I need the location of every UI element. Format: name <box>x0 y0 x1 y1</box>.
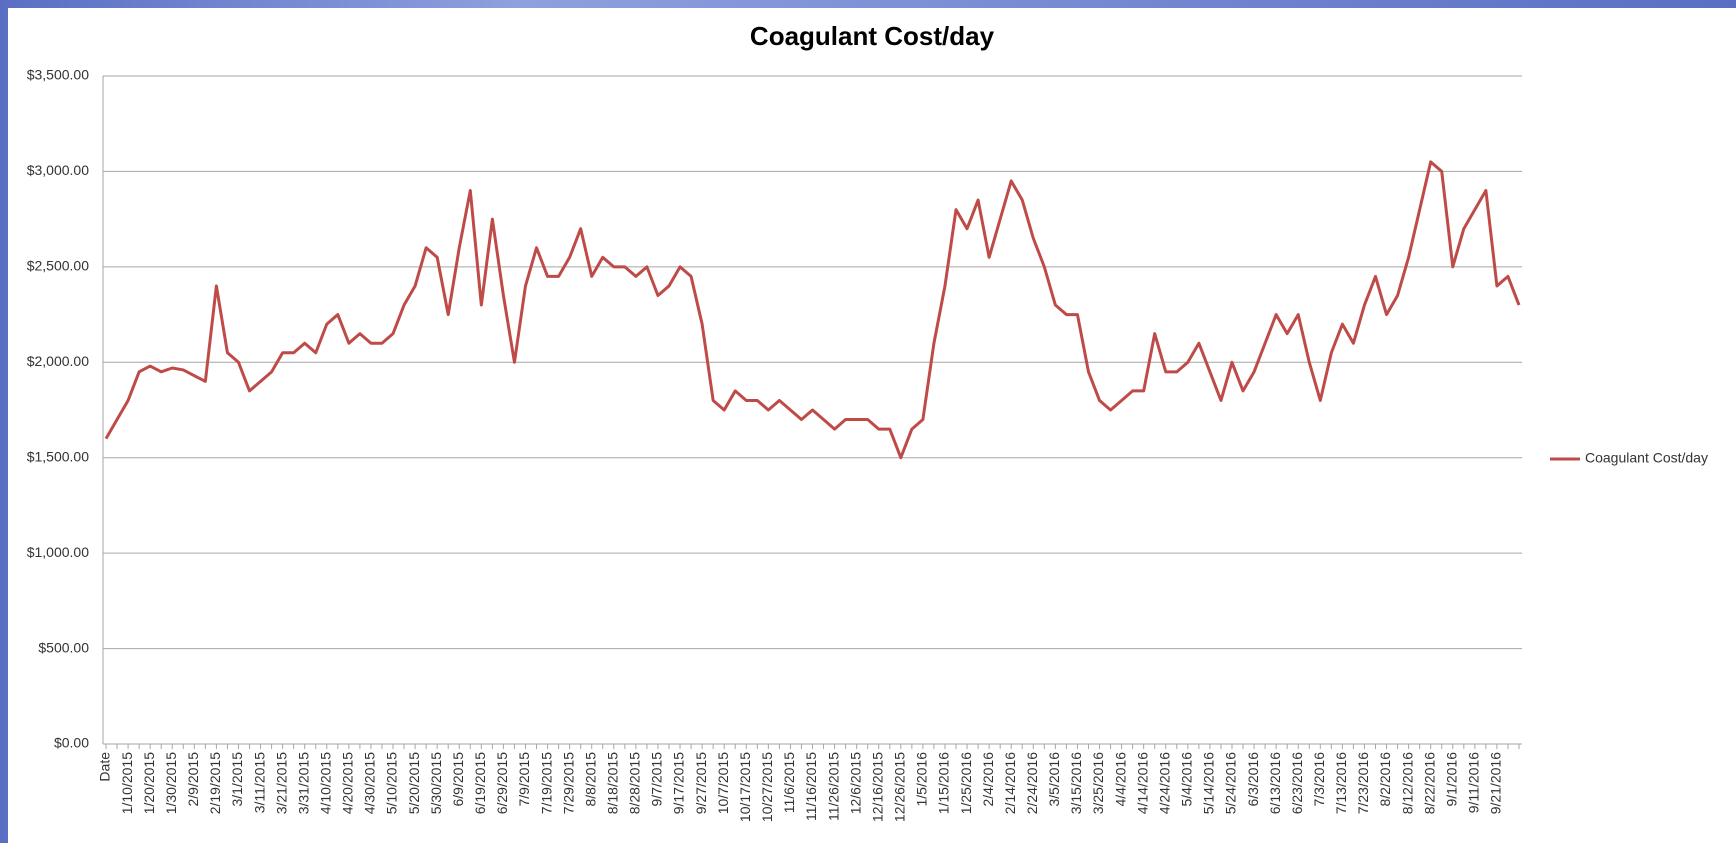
x-tick-label: 1/20/2015 <box>141 752 157 814</box>
x-tick-label: 8/8/2015 <box>582 752 598 807</box>
x-tick-label: 2/14/2016 <box>1002 752 1018 814</box>
x-tick-label: 6/19/2015 <box>472 752 488 814</box>
x-tick-label: 7/9/2015 <box>516 752 532 807</box>
x-tick-label: Date <box>97 752 113 782</box>
x-tick-label: 2/9/2015 <box>185 752 201 807</box>
x-tick-label: 7/3/2016 <box>1311 752 1327 807</box>
x-tick-label: 3/1/2015 <box>229 752 245 807</box>
x-tick-label: 12/6/2015 <box>847 752 863 814</box>
x-tick-label: 7/13/2016 <box>1333 752 1349 814</box>
x-tick-label: 5/30/2015 <box>428 752 444 814</box>
x-tick-label: 7/29/2015 <box>560 752 576 814</box>
y-tick-label: $3,000.00 <box>27 162 89 178</box>
x-tick-label: 9/11/2016 <box>1466 752 1482 813</box>
x-tick-label: 5/24/2016 <box>1223 752 1239 814</box>
y-tick-label: $2,000.00 <box>27 353 89 369</box>
x-tick-label: 8/2/2016 <box>1377 752 1393 807</box>
x-tick-label: 3/21/2015 <box>273 752 289 814</box>
x-tick-label: 9/21/2016 <box>1488 752 1504 814</box>
x-tick-label: 10/27/2015 <box>759 752 775 822</box>
x-tick-label: 4/14/2016 <box>1134 752 1150 814</box>
x-tick-label: 9/27/2015 <box>693 752 709 814</box>
x-tick-label: 10/17/2015 <box>737 752 753 822</box>
x-tick-label: 5/14/2016 <box>1201 752 1217 814</box>
x-tick-label: 1/30/2015 <box>163 752 179 814</box>
x-tick-label: 11/26/2015 <box>825 752 841 821</box>
x-tick-label: 11/16/2015 <box>803 752 819 821</box>
x-tick-label: 4/10/2015 <box>317 752 333 814</box>
x-tick-label: 4/24/2016 <box>1156 752 1172 814</box>
x-tick-label: 3/25/2016 <box>1090 752 1106 814</box>
x-tick-label: 7/23/2016 <box>1355 752 1371 814</box>
x-tick-label: 1/25/2016 <box>958 752 974 814</box>
x-tick-label: 9/17/2015 <box>671 752 687 814</box>
x-tick-label: 3/11/2015 <box>251 752 267 813</box>
x-tick-label: 2/24/2016 <box>1024 752 1040 814</box>
x-tick-label: 3/5/2016 <box>1046 752 1062 807</box>
x-tick-label: 5/4/2016 <box>1179 752 1195 807</box>
x-tick-label: 5/10/2015 <box>384 752 400 814</box>
x-tick-label: 8/12/2016 <box>1399 752 1415 814</box>
y-tick-label: $3,500.00 <box>27 67 89 83</box>
x-tick-label: 10/7/2015 <box>715 752 731 814</box>
x-tick-label: 12/16/2015 <box>869 752 885 822</box>
x-tick-label: 8/22/2016 <box>1421 752 1437 814</box>
x-tick-label: 4/20/2015 <box>340 752 356 814</box>
x-tick-label: 6/3/2016 <box>1245 752 1261 807</box>
data-line <box>104 160 1521 460</box>
chart-area <box>8 8 1736 843</box>
y-tick-label: $1,500.00 <box>27 448 89 464</box>
x-tick-label: 6/23/2016 <box>1289 752 1305 814</box>
x-tick-label: 3/15/2016 <box>1068 752 1084 814</box>
y-tick-label: $1,000.00 <box>27 544 89 560</box>
x-tick-label: 4/30/2015 <box>362 752 378 814</box>
x-tick-label: 9/1/2016 <box>1443 752 1459 807</box>
x-tick-label: 6/13/2016 <box>1267 752 1283 814</box>
legend-label: Coagulant Cost/day <box>1585 450 1708 466</box>
x-tick-label: 2/19/2015 <box>207 752 223 814</box>
x-tick-label: 8/18/2015 <box>605 752 621 814</box>
x-tick-label: 8/28/2015 <box>627 752 643 814</box>
x-tick-label: 7/19/2015 <box>538 752 554 814</box>
x-tick-label: 1/10/2015 <box>119 752 135 814</box>
x-tick-label: 6/9/2015 <box>450 752 466 807</box>
x-tick-label: 3/31/2015 <box>295 752 311 814</box>
x-tick-label: 5/20/2015 <box>406 752 422 814</box>
y-tick-label: $0.00 <box>54 735 89 751</box>
x-tick-label: 11/6/2015 <box>781 752 797 813</box>
chart-title: Coagulant Cost/day <box>750 21 995 51</box>
x-tick-label: 12/26/2015 <box>892 752 908 822</box>
x-tick-label: 2/4/2016 <box>980 752 996 807</box>
x-tick-label: 4/4/2016 <box>1112 752 1128 807</box>
x-tick-label: 6/29/2015 <box>494 752 510 814</box>
x-tick-label: 1/5/2016 <box>914 752 930 807</box>
x-tick-label: 9/7/2015 <box>649 752 665 807</box>
y-tick-label: $500.00 <box>38 639 89 655</box>
x-tick-label: 1/15/2016 <box>936 752 952 814</box>
y-tick-label: $2,500.00 <box>27 258 89 274</box>
